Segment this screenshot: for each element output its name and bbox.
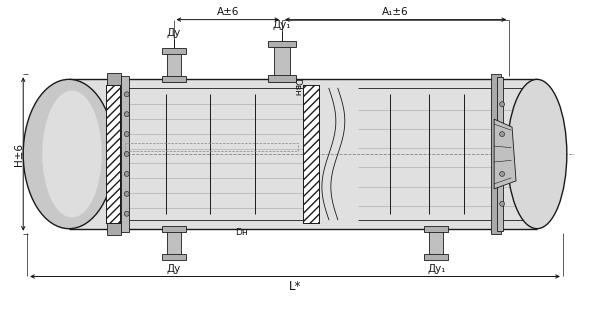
Circle shape xyxy=(500,132,505,137)
Text: Ду: Ду xyxy=(166,27,181,38)
Text: Dвн: Dвн xyxy=(292,78,301,96)
Bar xyxy=(167,52,181,79)
Bar xyxy=(268,40,296,47)
Polygon shape xyxy=(494,119,516,189)
Circle shape xyxy=(124,211,129,216)
Text: Dн: Dн xyxy=(235,228,248,237)
Bar xyxy=(107,73,121,235)
Ellipse shape xyxy=(507,79,567,229)
Bar xyxy=(161,48,185,54)
Bar xyxy=(121,76,129,232)
Bar xyxy=(303,85,319,223)
Bar xyxy=(161,226,185,232)
Bar xyxy=(161,253,185,259)
Polygon shape xyxy=(69,79,537,229)
Bar xyxy=(274,45,290,79)
Text: A₁±6: A₁±6 xyxy=(382,7,409,17)
Bar xyxy=(424,226,448,232)
Circle shape xyxy=(500,172,505,176)
Text: H±6: H±6 xyxy=(14,143,24,166)
Circle shape xyxy=(124,112,129,117)
Circle shape xyxy=(124,172,129,176)
Ellipse shape xyxy=(42,91,102,217)
Bar xyxy=(125,143,298,151)
Ellipse shape xyxy=(23,79,115,229)
Circle shape xyxy=(124,152,129,156)
Circle shape xyxy=(500,201,505,206)
Bar xyxy=(106,85,120,223)
Circle shape xyxy=(124,92,129,97)
Text: A±6: A±6 xyxy=(217,7,239,17)
Bar xyxy=(303,85,319,223)
Bar xyxy=(268,75,296,82)
Circle shape xyxy=(124,191,129,196)
Text: Ду: Ду xyxy=(166,264,181,274)
Bar xyxy=(106,85,120,223)
Text: L*: L* xyxy=(289,281,301,294)
Bar xyxy=(491,74,501,234)
Bar xyxy=(161,76,185,82)
Bar xyxy=(167,229,181,257)
Bar xyxy=(424,253,448,259)
Circle shape xyxy=(124,132,129,137)
Circle shape xyxy=(500,102,505,107)
Bar xyxy=(497,77,503,231)
Text: Ду₁: Ду₁ xyxy=(273,20,292,30)
Bar xyxy=(430,229,443,257)
Text: Ду₁: Ду₁ xyxy=(427,264,446,274)
